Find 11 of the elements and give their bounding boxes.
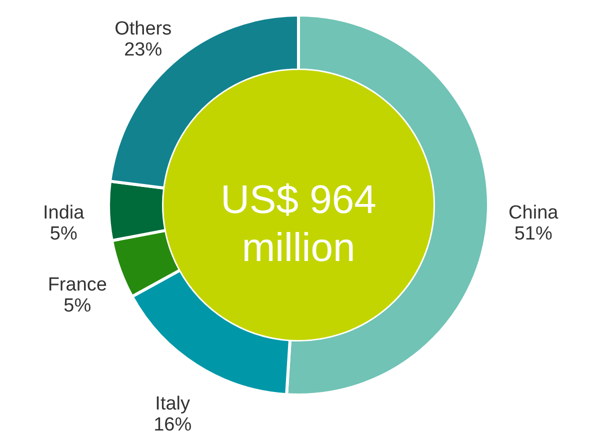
slice-label: India <box>43 202 85 224</box>
slice-label: China <box>508 202 559 224</box>
data-label: 51% <box>514 223 552 244</box>
slice-label: Italy <box>155 393 190 414</box>
data-label: 5% <box>64 296 92 317</box>
data-label: 23% <box>124 40 162 61</box>
slice-label: Others <box>114 18 172 40</box>
text: US$ 964 million <box>220 178 376 270</box>
data-label: 5% <box>50 223 78 244</box>
data-label: 16% <box>154 414 192 436</box>
slice-label: France <box>48 274 107 296</box>
